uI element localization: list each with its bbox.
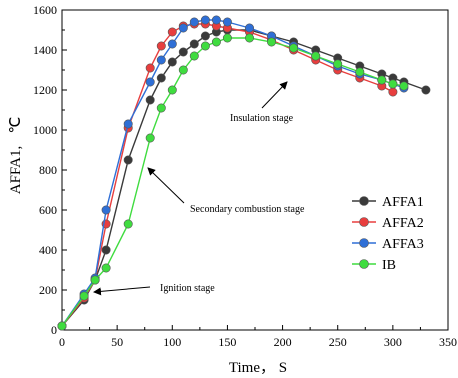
legend-entry: IB xyxy=(352,258,396,273)
annotation: Secondary combustion stage xyxy=(147,167,305,215)
x-tick-label: 200 xyxy=(274,335,292,349)
data-point-affa1 xyxy=(200,31,210,41)
x-tick-label: 100 xyxy=(163,335,181,349)
data-point-ib xyxy=(245,33,255,43)
legend-label: IB xyxy=(382,258,396,273)
series-line-ib xyxy=(61,37,405,327)
data-point-ib xyxy=(388,79,398,89)
legend-entry: AFFA3 xyxy=(352,237,424,252)
annotation-arrow xyxy=(261,81,288,109)
y-tick-label: 1000 xyxy=(33,123,57,137)
y-tick-label: 1600 xyxy=(33,3,57,17)
legend-swatch-marker xyxy=(359,259,369,269)
data-point-ib xyxy=(266,37,276,47)
data-point-affa3 xyxy=(222,17,232,27)
annotation-arrow xyxy=(147,167,185,204)
data-point-ib xyxy=(123,219,133,229)
data-point-affa2 xyxy=(145,63,155,73)
data-point-ib xyxy=(399,81,409,91)
series-affa3 xyxy=(57,15,409,331)
series-line-affa3 xyxy=(61,19,405,327)
legend-swatch-marker xyxy=(359,238,369,248)
legend-swatch-marker xyxy=(359,196,369,206)
series-line-affa2 xyxy=(61,23,394,327)
data-point-affa3 xyxy=(167,39,177,49)
data-point-affa1 xyxy=(156,73,166,83)
annotation-arrow xyxy=(93,286,151,296)
data-point-ib xyxy=(355,67,365,77)
data-point-ib xyxy=(189,51,199,61)
data-point-ib xyxy=(79,291,89,301)
data-point-ib xyxy=(167,85,177,95)
legend-swatch-marker xyxy=(359,217,369,227)
data-point-ib xyxy=(178,65,188,75)
annotation: Ignition stage xyxy=(93,283,215,296)
data-point-affa1 xyxy=(189,39,199,49)
x-axis-title: Time， S xyxy=(229,360,287,376)
data-point-affa3 xyxy=(145,77,155,87)
y-tick-label: 400 xyxy=(39,243,57,257)
data-point-ib xyxy=(90,275,100,285)
x-tick-label: 350 xyxy=(439,335,457,349)
data-point-affa3 xyxy=(178,23,188,33)
y-tick-label: 1200 xyxy=(33,83,57,97)
y-tick-label: 1400 xyxy=(33,43,57,57)
data-point-ib xyxy=(156,103,166,113)
y-tick-label: 0 xyxy=(51,323,57,337)
y-axis-unit: ℃ xyxy=(8,117,24,134)
legend: AFFA1 AFFA2 AFFA3 IB xyxy=(352,195,424,273)
data-point-ib xyxy=(333,59,343,69)
annotation-label: Secondary combustion stage xyxy=(190,204,305,215)
data-point-ib xyxy=(57,321,67,331)
data-point-ib xyxy=(222,33,232,43)
annotation: Insulation stage xyxy=(230,81,294,124)
data-point-affa2 xyxy=(388,87,398,97)
data-point-affa3 xyxy=(245,23,255,33)
annotation-label: Ignition stage xyxy=(160,283,215,294)
data-point-affa1 xyxy=(145,95,155,105)
annotation-label: Insulation stage xyxy=(230,113,294,124)
data-point-affa3 xyxy=(123,119,133,129)
data-point-affa3 xyxy=(189,17,199,27)
data-point-affa3 xyxy=(156,55,166,65)
series-layer xyxy=(57,15,431,331)
legend-entry: AFFA1 xyxy=(352,195,424,210)
x-tick-label: 0 xyxy=(59,335,65,349)
data-point-affa1 xyxy=(101,245,111,255)
x-tick-label: 250 xyxy=(329,335,347,349)
data-point-ib xyxy=(311,51,321,61)
data-point-ib xyxy=(200,41,210,51)
x-tick-label: 50 xyxy=(111,335,123,349)
x-tick-label: 300 xyxy=(384,335,402,349)
x-tick-label: 150 xyxy=(218,335,236,349)
y-tick-label: 800 xyxy=(39,163,57,177)
plot-frame xyxy=(61,9,449,331)
y-tick-label: 600 xyxy=(39,203,57,217)
data-point-affa1 xyxy=(167,57,177,67)
data-point-ib xyxy=(101,263,111,273)
data-point-affa1 xyxy=(421,85,431,95)
data-point-affa2 xyxy=(167,27,177,37)
data-point-affa1 xyxy=(123,155,133,165)
y-axis-title-group: AFFA1, ℃ xyxy=(8,117,24,195)
data-point-affa1 xyxy=(178,47,188,57)
y-tick-label: 200 xyxy=(39,283,57,297)
data-point-ib xyxy=(211,37,221,47)
data-point-ib xyxy=(145,133,155,143)
annotations-layer: Ignition stage Secondary combustion stage… xyxy=(93,81,305,296)
ticks-layer: 0 50 100 150 200 250 300 350 0 200 400 600 800 1000 12… xyxy=(33,3,457,349)
y-axis-title: AFFA1, xyxy=(8,146,24,195)
data-point-ib xyxy=(377,75,387,85)
series-ib xyxy=(57,33,409,331)
data-point-affa2 xyxy=(156,41,166,51)
legend-label: AFFA2 xyxy=(382,216,424,231)
data-point-affa3 xyxy=(200,15,210,25)
legend-entry: AFFA2 xyxy=(352,216,424,231)
data-point-affa3 xyxy=(211,15,221,25)
legend-label: AFFA3 xyxy=(382,237,424,252)
data-point-ib xyxy=(289,43,299,53)
data-point-affa3 xyxy=(101,205,111,215)
legend-label: AFFA1 xyxy=(382,195,424,210)
